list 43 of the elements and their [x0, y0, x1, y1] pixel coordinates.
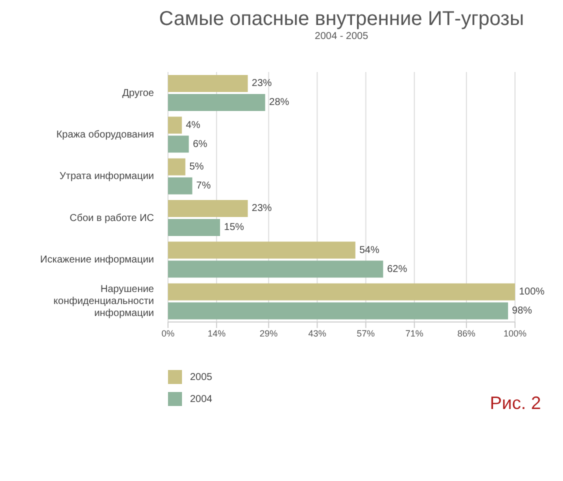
bar: [168, 136, 189, 153]
bar: [168, 116, 182, 134]
data-label: 62%: [387, 264, 408, 275]
data-label: 23%: [252, 78, 272, 90]
x-tick-label: 86%: [457, 328, 476, 338]
y-tick-label: Сбои в работе ИС: [70, 212, 154, 224]
bar: [168, 302, 508, 320]
data-label: 100%: [519, 286, 545, 298]
bar: [168, 177, 192, 194]
data-label: 54%: [359, 244, 380, 256]
x-tick-label: 57%: [356, 328, 375, 338]
bar: [168, 283, 515, 300]
bar: [168, 242, 356, 259]
bar: [168, 75, 248, 92]
legend-label: 2004: [190, 394, 212, 404]
y-tick-label: Другое: [122, 87, 154, 98]
x-tick-label: 71%: [405, 328, 424, 338]
legend-label: 2005: [190, 372, 212, 382]
data-label: 23%: [252, 203, 272, 214]
data-label: 5%: [189, 161, 204, 172]
bar: [168, 219, 220, 236]
data-label: 98%: [512, 305, 532, 316]
data-label: 6%: [192, 138, 208, 150]
chart-subtitle: 2004 - 2005: [314, 31, 370, 42]
y-tick-label: Кража оборудования: [56, 129, 154, 140]
x-tick-label: 14%: [208, 328, 226, 338]
chart-title: Самые опасные внутренние ИТ-угрозы: [158, 8, 525, 31]
y-tick-label: Утрата информации: [60, 170, 154, 182]
bar: [168, 200, 248, 217]
bar: [168, 94, 266, 111]
data-label: 4%: [186, 120, 200, 131]
bar: [168, 260, 384, 278]
x-tick-label: 0%: [161, 328, 175, 338]
y-tick-label: Искажение информации: [40, 254, 154, 266]
bar: [168, 158, 186, 176]
data-label: 28%: [269, 97, 290, 108]
data-label: 7%: [196, 180, 211, 192]
data-label: 15%: [224, 222, 244, 234]
x-tick-label: 43%: [308, 328, 326, 338]
x-tick-label: 100%: [503, 328, 527, 338]
text: Рис. 2: [490, 393, 541, 414]
x-tick-label: 29%: [260, 328, 278, 338]
y-tick-label: Нарушение конфиденциальности информации: [54, 284, 154, 319]
